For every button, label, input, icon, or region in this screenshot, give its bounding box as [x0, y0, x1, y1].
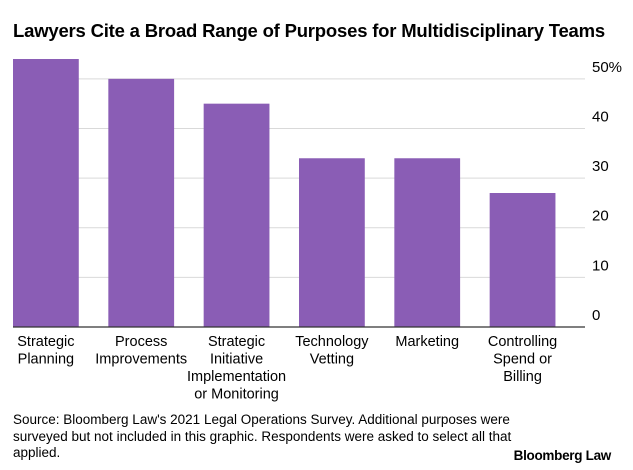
- bar: [203, 103, 270, 328]
- x-tick-label-line: Marketing: [395, 334, 459, 350]
- y-tick-label: 30: [592, 158, 609, 175]
- y-tick-label: 20: [592, 208, 609, 225]
- x-tick-label: Strategic Initiative Implementation or Moni…: [187, 334, 286, 403]
- bar: [394, 158, 461, 327]
- x-tick-label: Marketing: [395, 334, 459, 350]
- y-tick-label: 40: [592, 108, 609, 125]
- x-tick-label-line: Process: [115, 334, 167, 350]
- source-note: Source: Bloomberg Law's 2021 Legal Opera…: [13, 412, 512, 460]
- y-tick-label: 0: [592, 307, 600, 324]
- x-tick-label-line: Spend or: [493, 352, 552, 368]
- x-tick-label-line: or Monitoring: [194, 387, 279, 403]
- x-tick-label-line: Billing: [503, 369, 542, 385]
- x-tick-label-line: Strategic: [17, 334, 74, 350]
- x-tick-label: Technology Vetting: [295, 334, 369, 368]
- x-tick-label-line: Technology: [295, 334, 369, 350]
- y-tick-label: 10: [592, 257, 609, 274]
- y-tick-label: 50%: [592, 59, 622, 76]
- bar: [13, 59, 79, 327]
- x-tick-label: Strategic Planning: [17, 334, 74, 368]
- x-tick-label-line: Initiative: [210, 352, 263, 368]
- chart-title: Lawyers Cite a Broad Range of Purposes f…: [13, 20, 605, 41]
- bar: [299, 158, 365, 327]
- brand-logo: Bloomberg Law: [513, 448, 612, 463]
- x-tick-label: Controlling Spend or Billing: [488, 334, 557, 385]
- x-tick-label-line: Implementation: [187, 369, 286, 385]
- x-tick-label-line: Improvements: [95, 352, 187, 368]
- bar: [108, 78, 175, 327]
- x-tick-label-line: Vetting: [310, 352, 354, 368]
- x-tick-label-line: Strategic: [208, 334, 265, 350]
- x-tick-label-line: Controlling: [488, 334, 557, 350]
- x-tick-label-line: Planning: [18, 352, 74, 368]
- bar: [489, 193, 556, 327]
- x-tick-label: Process Improvements: [95, 334, 187, 368]
